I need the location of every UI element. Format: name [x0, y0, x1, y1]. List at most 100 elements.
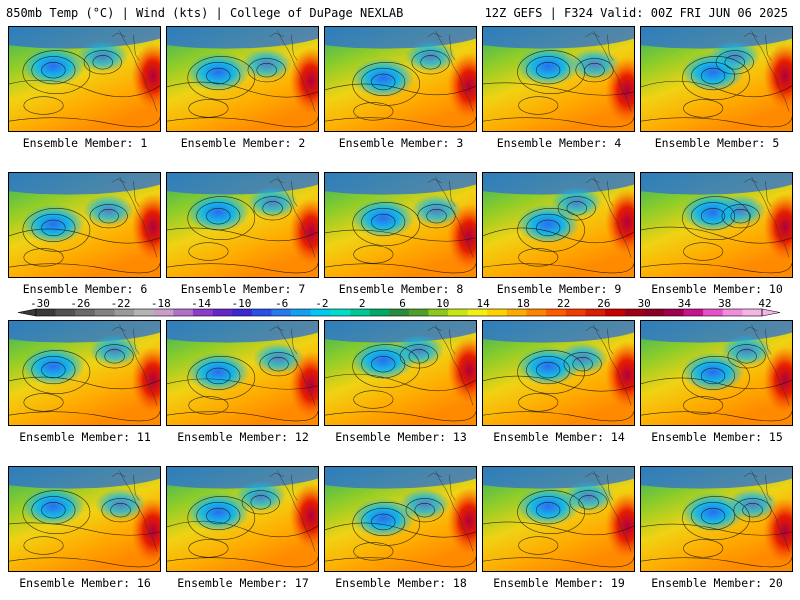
colorbar-tick-label: -18 [151, 297, 171, 310]
colorbar-swatch [428, 309, 449, 316]
ensemble-member-caption-20: Ensemble Member: 20 [651, 576, 783, 590]
ensemble-member-caption-15: Ensemble Member: 15 [651, 430, 783, 444]
colorbar-swatch [624, 309, 645, 316]
colorbar-swatch [526, 309, 547, 316]
map-run-info: 12Z GEFS | F324 Valid: 00Z FRI JUN 06 20… [484, 6, 788, 20]
colorbar-swatch [36, 309, 56, 316]
colorbar-tick-label: -22 [111, 297, 131, 310]
colorbar-tick-label: 30 [638, 297, 651, 310]
ensemble-member-map-14 [482, 320, 635, 426]
colorbar-swatch [232, 309, 253, 316]
ensemble-member-caption-16: Ensemble Member: 16 [19, 576, 151, 590]
colorbar-tick-label: 38 [718, 297, 731, 310]
ensemble-member-caption-1: Ensemble Member: 1 [22, 136, 148, 150]
colorbar-swatch [75, 309, 96, 316]
colorbar-swatch [546, 309, 567, 316]
colorbar-swatch [212, 309, 233, 316]
ensemble-member-caption-17: Ensemble Member: 17 [177, 576, 309, 590]
colorbar-tick-label: -10 [231, 297, 251, 310]
ensemble-member-map-1 [8, 26, 161, 132]
colorbar-tick-label: 18 [517, 297, 530, 310]
ensemble-member-map-13 [324, 320, 477, 426]
temperature-colorbar: -30 -26 -22 -18 -14 -10 -6 -2 2 6 10 14 18 22 26 30 34 38… [0, 296, 800, 320]
ensemble-member-caption-4: Ensemble Member: 4 [496, 136, 622, 150]
ensemble-member-map-16 [8, 466, 161, 572]
colorbar-swatch [271, 309, 292, 316]
ensemble-member-map-9 [482, 172, 635, 278]
ensemble-member-map-6 [8, 172, 161, 278]
ensemble-member-caption-2: Ensemble Member: 2 [180, 136, 306, 150]
colorbar-swatch [94, 309, 115, 316]
ensemble-member-caption-19: Ensemble Member: 19 [493, 576, 625, 590]
ensemble-member-caption-11: Ensemble Member: 11 [19, 430, 151, 444]
ensemble-member-map-20 [640, 466, 793, 572]
colorbar-tick-label: -26 [70, 297, 90, 310]
ensemble-member-caption-13: Ensemble Member: 13 [335, 430, 467, 444]
colorbar-swatch [192, 309, 213, 316]
ensemble-member-caption-9: Ensemble Member: 9 [496, 282, 622, 296]
ensemble-member-map-7 [166, 172, 319, 278]
ensemble-member-map-11 [8, 320, 161, 426]
colorbar-swatch [153, 309, 174, 316]
ensemble-member-map-2 [166, 26, 319, 132]
colorbar-tick-label: 42 [758, 297, 771, 310]
colorbar-tick-label: 6 [399, 297, 406, 310]
colorbar-tick-label: 10 [436, 297, 449, 310]
colorbar-swatch [506, 309, 527, 316]
ensemble-member-map-8 [324, 172, 477, 278]
colorbar-tick-label: 22 [557, 297, 570, 310]
colorbar-tick-label: -30 [30, 297, 50, 310]
colorbar-tick-label: 14 [476, 297, 490, 310]
ensemble-member-map-10 [640, 172, 793, 278]
colorbar-swatch [605, 309, 625, 316]
colorbar-swatch [310, 309, 331, 316]
colorbar-tick-label: -14 [191, 297, 211, 310]
colorbar-swatch [134, 309, 155, 316]
ensemble-member-caption-14: Ensemble Member: 14 [493, 430, 625, 444]
map-title: 850mb Temp (°C) | Wind (kts) | College o… [6, 6, 404, 20]
ensemble-member-caption-7: Ensemble Member: 7 [180, 282, 306, 296]
ensemble-member-caption-6: Ensemble Member: 6 [22, 282, 148, 296]
colorbar-swatch [742, 309, 763, 316]
colorbar-swatch [389, 309, 410, 316]
colorbar-swatch [585, 309, 606, 316]
colorbar-swatch [467, 309, 488, 316]
ensemble-member-map-19 [482, 466, 635, 572]
colorbar-swatch [291, 309, 311, 316]
colorbar-swatch [703, 309, 724, 316]
colorbar-tick-label: -2 [315, 297, 328, 310]
ensemble-member-caption-8: Ensemble Member: 8 [338, 282, 464, 296]
colorbar-swatch [173, 309, 194, 316]
ensemble-member-map-12 [166, 320, 319, 426]
colorbar-tick-label: 34 [678, 297, 692, 310]
ensemble-member-caption-18: Ensemble Member: 18 [335, 576, 467, 590]
colorbar-tick-label: 26 [597, 297, 610, 310]
colorbar-swatch [565, 309, 586, 316]
ensemble-member-map-5 [640, 26, 793, 132]
colorbar-swatch [408, 309, 429, 316]
colorbar-swatch [55, 309, 76, 316]
colorbar-swatch [448, 309, 468, 316]
colorbar-tick-label: -6 [275, 297, 288, 310]
ensemble-member-caption-5: Ensemble Member: 5 [654, 136, 780, 150]
ensemble-member-map-4 [482, 26, 635, 132]
colorbar-swatch [663, 309, 684, 316]
colorbar-swatch [114, 309, 135, 316]
colorbar-swatch [349, 309, 370, 316]
colorbar-swatch [722, 309, 743, 316]
colorbar-swatch [683, 309, 704, 316]
ensemble-member-map-15 [640, 320, 793, 426]
ensemble-member-map-18 [324, 466, 477, 572]
colorbar-min-arrow [17, 308, 37, 317]
ensemble-member-map-17 [166, 466, 319, 572]
ensemble-member-caption-3: Ensemble Member: 3 [338, 136, 464, 150]
colorbar-tick-label: 2 [359, 297, 366, 310]
colorbar-swatch [644, 309, 665, 316]
ensemble-member-caption-10: Ensemble Member: 10 [651, 282, 783, 296]
colorbar-swatch [369, 309, 390, 316]
ensemble-member-caption-12: Ensemble Member: 12 [177, 430, 309, 444]
colorbar-swatch [251, 309, 272, 316]
colorbar-swatch [487, 309, 508, 316]
ensemble-member-map-3 [324, 26, 477, 132]
colorbar-max-arrow [761, 308, 781, 317]
